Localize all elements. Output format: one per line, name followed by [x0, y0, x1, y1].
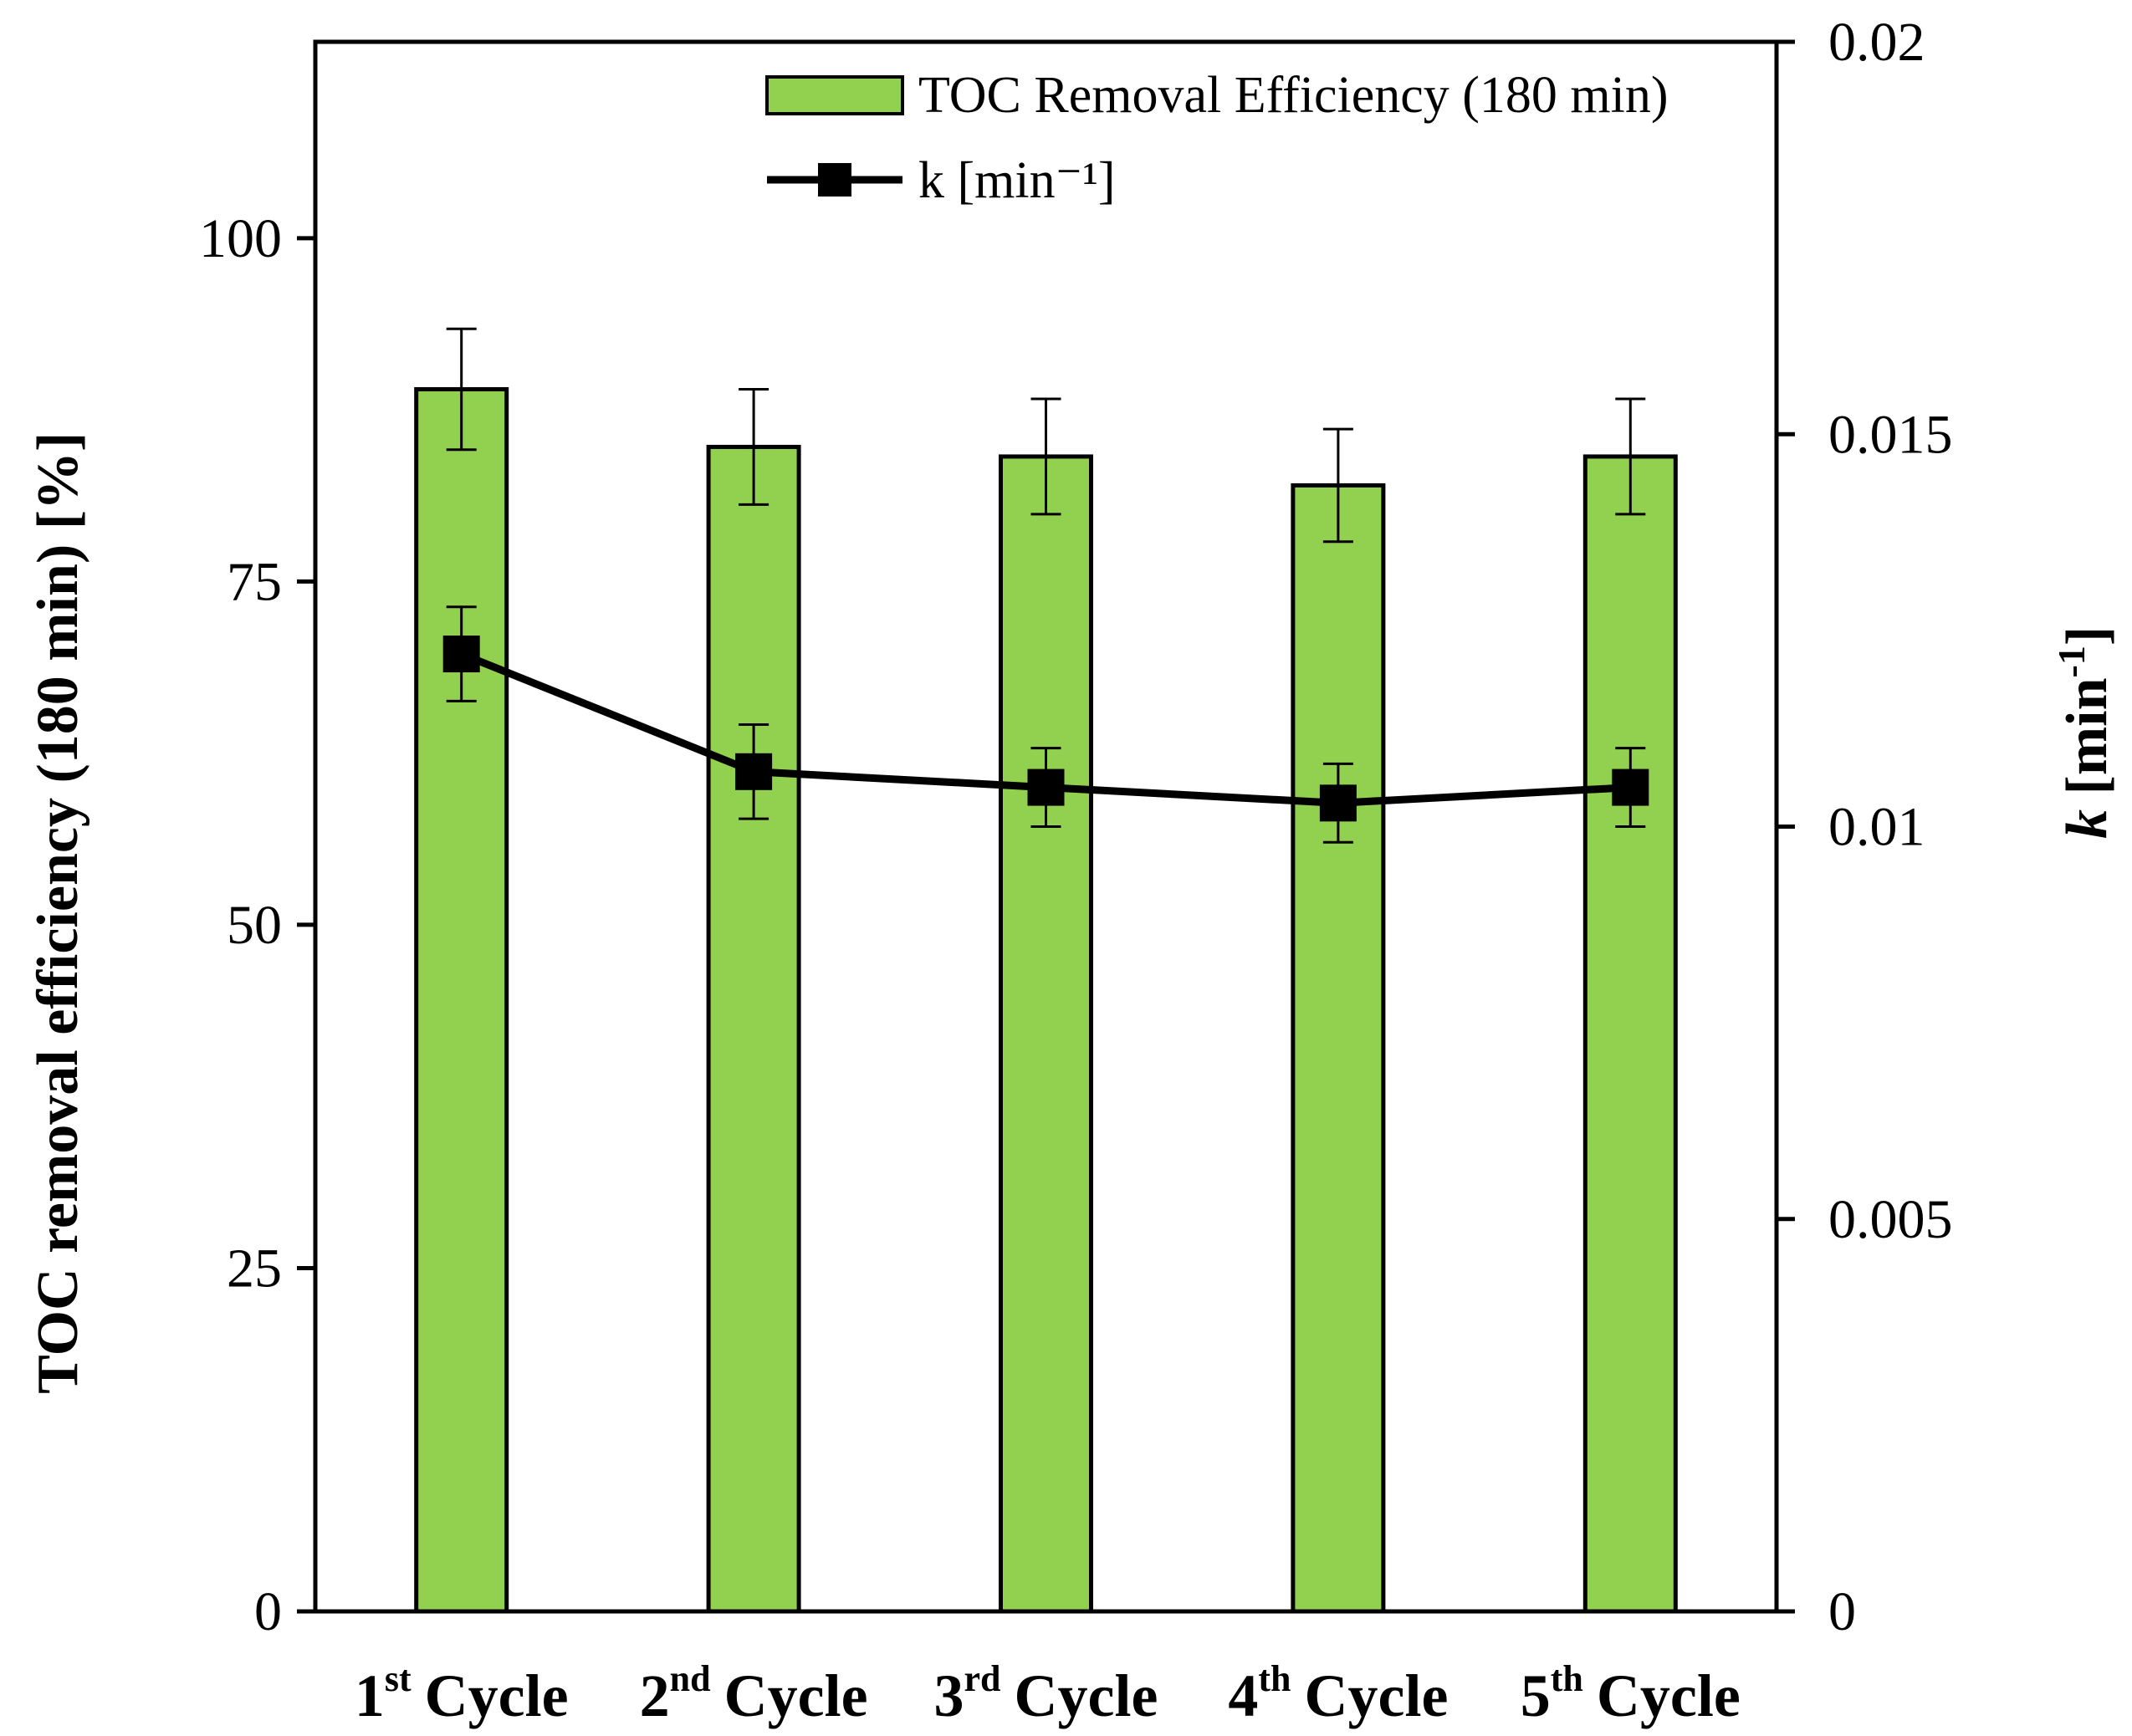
category-ordinal: rd [964, 1658, 1001, 1699]
category-word: Cycle [425, 1662, 569, 1729]
category-word: Cycle [1597, 1662, 1741, 1729]
category-label: 1st Cycle [355, 1658, 569, 1729]
right-tick-label: 0.01 [1828, 797, 1925, 858]
k-point-2 [735, 753, 773, 790]
bar-4 [1291, 483, 1386, 1614]
line-series [442, 605, 1649, 844]
category-word: Cycle [724, 1662, 868, 1729]
legend-bar-swatch [765, 75, 904, 115]
category-ordinal: nd [670, 1658, 711, 1699]
category-number: 4 [1228, 1662, 1258, 1729]
category-label: 2nd Cycle [640, 1658, 868, 1729]
category-number: 1 [355, 1662, 385, 1729]
legend-line-label: k [min⁻¹] [918, 152, 1116, 209]
right-tick-label: 0.02 [1828, 12, 1925, 73]
category-ordinal: st [385, 1658, 412, 1699]
left-axis-title: TOC removal efficiency (180 min) [%] [26, 432, 90, 1394]
right-axis-title-exp: -1 [2050, 646, 2093, 677]
category-number: 5 [1521, 1662, 1551, 1729]
k-point-3 [1027, 768, 1065, 806]
right-tick-label: 0.015 [1828, 404, 1953, 465]
right-axis-title-k: k [2055, 809, 2119, 839]
left-tick-label: 25 [227, 1238, 282, 1299]
legend: TOC Removal Efficiency (180 min) k [min⁻¹… [765, 67, 1669, 209]
right-tick-label: 0 [1828, 1581, 1856, 1642]
category-ordinal: th [1258, 1658, 1291, 1699]
category-word: Cycle [1305, 1662, 1449, 1729]
axes [297, 39, 1795, 1614]
category-label: 3rd Cycle [934, 1658, 1158, 1729]
k-point-4 [1319, 784, 1357, 822]
bar-2 [706, 444, 801, 1614]
category-label: 4th Cycle [1228, 1658, 1448, 1729]
left-tick-label: 50 [227, 895, 282, 956]
right-axis-title: k [min-1] [2050, 626, 2119, 839]
left-tick-label: 0 [254, 1581, 282, 1642]
bar-1 [414, 386, 509, 1614]
left-tick-label: 75 [227, 551, 282, 612]
k-point-5 [1612, 768, 1649, 806]
right-axis-title-unit: [min [2055, 677, 2119, 809]
category-number: 3 [934, 1662, 964, 1729]
right-axis-title-close: ] [2055, 626, 2119, 646]
k-point-1 [442, 636, 480, 673]
legend-line-marker [818, 163, 851, 197]
bar-5 [1582, 454, 1678, 1614]
category-ordinal: th [1551, 1658, 1583, 1699]
bar-3 [999, 454, 1093, 1614]
category-label: 5th Cycle [1521, 1658, 1741, 1729]
bar-series [414, 327, 1678, 1614]
right-tick-label: 0.005 [1828, 1189, 1953, 1250]
category-word: Cycle [1015, 1662, 1158, 1729]
left-tick-label: 100 [199, 208, 282, 269]
legend-bar-label: TOC Removal Efficiency (180 min) [918, 67, 1669, 124]
category-number: 2 [640, 1662, 670, 1729]
